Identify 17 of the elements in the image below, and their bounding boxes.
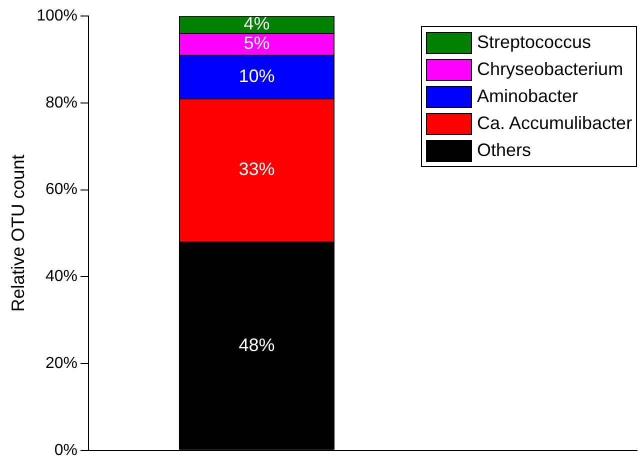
text: 48% [238, 334, 275, 355]
y-tick-label: 0% [54, 442, 78, 459]
y-axis-title: Relative OTU count [8, 154, 28, 312]
legend-label: Aminobacter [477, 86, 578, 107]
legend-label: Ca. Accumulibacter [477, 113, 632, 134]
text: 33% [238, 159, 275, 180]
text: 10% [238, 66, 275, 86]
y-tick-label: 60% [45, 181, 78, 198]
text: 4% [244, 14, 270, 34]
y-tick-label: 40% [45, 268, 78, 286]
text: 5% [244, 33, 270, 54]
y-tick-label: 20% [45, 354, 78, 372]
legend-label: Streptococcus [477, 32, 592, 53]
legend-label: Chryseobacterium [477, 59, 624, 80]
legend-label: Others [477, 140, 532, 161]
y-tick-label: 80% [45, 94, 78, 112]
y-tick-label: 100% [36, 7, 78, 24]
